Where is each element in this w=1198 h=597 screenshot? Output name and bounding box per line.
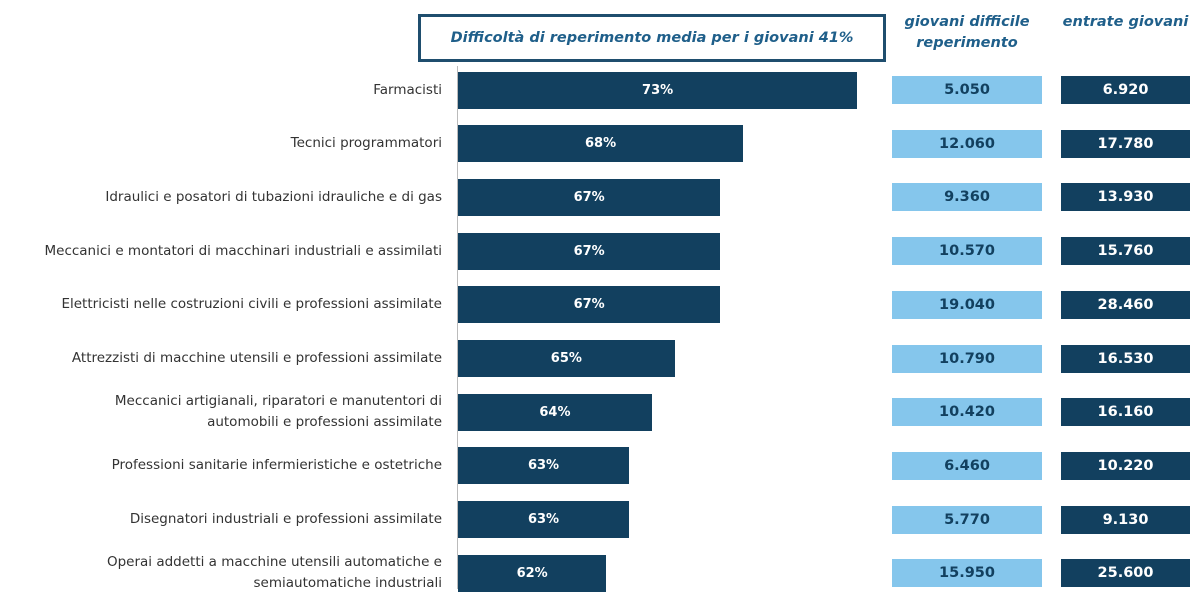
column-header: giovani difficile reperimento	[904, 14, 1030, 51]
category-text: Meccanici artigianali, riparatori e manu…	[114, 393, 442, 431]
table-cell: 10.790	[892, 344, 1042, 373]
table-cell: 6.920	[1061, 76, 1190, 104]
category-label: Meccanici artigianali, riparatori e manu…	[0, 388, 442, 436]
column-header: entrate giovani	[1062, 14, 1189, 30]
bar: 63%	[458, 447, 630, 485]
category-label: Farmacisti	[0, 66, 442, 114]
table-cell: 16.530	[1061, 344, 1190, 373]
category-text: Professioni sanitarie infermieristiche e…	[111, 457, 442, 474]
category-text: Operai addetti a macchine utensili autom…	[106, 554, 442, 592]
axis-line	[457, 66, 458, 589]
table-cell: 10.420	[892, 398, 1042, 427]
category-label: Idraulici e posatori di tubazioni idraul…	[0, 173, 442, 221]
table-cell: 9.360	[892, 183, 1042, 212]
table-cell: 12.060	[892, 129, 1042, 158]
category-text: Elettricisti nelle costruzioni civili e …	[61, 296, 442, 313]
table-cell: 15.760	[1061, 237, 1190, 266]
category-label: Operai addetti a macchine utensili autom…	[0, 549, 442, 597]
bar: 67%	[458, 286, 721, 324]
category-label: Disegnatori industriali e professioni as…	[0, 496, 442, 544]
table-cell: 10.220	[1061, 451, 1190, 480]
category-label: Professioni sanitarie infermieristiche e…	[0, 442, 442, 490]
category-text: Attrezzisti di macchine utensili e profe…	[71, 350, 442, 366]
category-text: Tecnici programmatori	[290, 135, 442, 152]
bar: 63%	[458, 501, 630, 539]
table-cell: 10.570	[892, 237, 1042, 266]
table-cell: 13.930	[1061, 183, 1190, 212]
table-cell: 25.600	[1061, 559, 1190, 588]
category-label: Elettricisti nelle costruzioni civili e …	[0, 281, 442, 329]
category-text: Disegnatori industriali e professioni as…	[129, 511, 442, 528]
category-text: Idraulici e posatori di tubazioni idraul…	[105, 188, 442, 205]
table-cell: 16.160	[1061, 398, 1190, 427]
table-cell: 17.780	[1061, 129, 1190, 158]
bar: 68%	[458, 125, 744, 163]
bar: 73%	[458, 71, 858, 109]
table-cell: 15.950	[892, 559, 1042, 588]
bar: 67%	[458, 232, 721, 270]
table-cell: 9.130	[1061, 505, 1190, 534]
bar: 65%	[458, 340, 675, 377]
table-cell: 19.040	[892, 290, 1042, 319]
table-cell: 28.460	[1061, 290, 1190, 319]
table-cell: 6.460	[892, 451, 1042, 480]
table-cell: 5.050	[892, 76, 1042, 104]
bar: 62%	[458, 554, 607, 592]
category-label: Attrezzisti di macchine utensili e profe…	[0, 335, 442, 383]
bar: 67%	[458, 178, 721, 216]
bar: 64%	[458, 393, 652, 431]
category-text: Meccanici e montatori di macchinari indu…	[44, 242, 442, 259]
table-cell: 5.770	[892, 505, 1042, 534]
category-label: Meccanici e montatori di macchinari indu…	[0, 227, 442, 275]
annotation: Difficoltà di reperimento media per i gi…	[418, 14, 886, 62]
category-label: Tecnici programmatori	[0, 120, 442, 168]
category-text: Farmacisti	[373, 81, 442, 98]
